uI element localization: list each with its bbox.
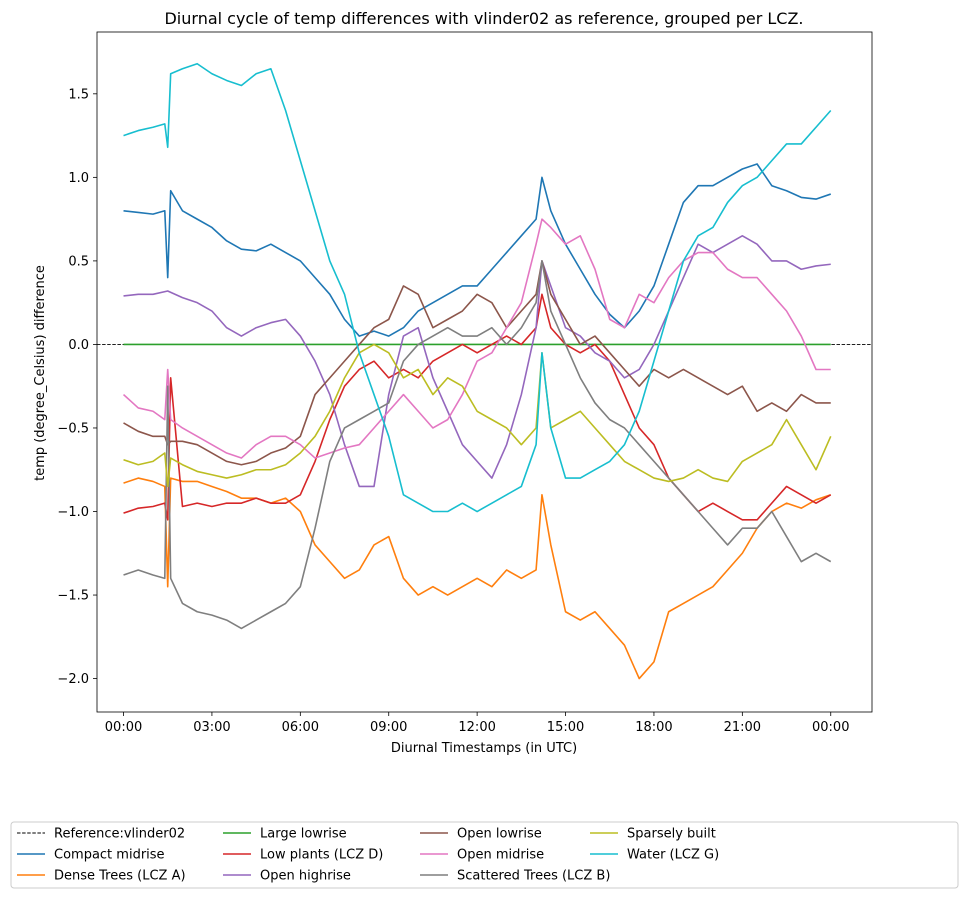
y-tick-label: −1.0 xyxy=(57,505,89,520)
x-tick-label: 03:00 xyxy=(193,720,230,735)
series-line-scattered-trees-lcz-b xyxy=(123,260,832,630)
legend-item-sparsely-built: Sparsely built xyxy=(590,827,716,842)
legend-item-open-lowrise: Open lowrise xyxy=(420,827,542,842)
x-tick-label: 12:00 xyxy=(458,720,495,735)
x-tick-label: 00:00 xyxy=(105,720,142,735)
series-line-open-lowrise xyxy=(123,260,831,466)
legend-item-large-lowrise: Large lowrise xyxy=(223,827,347,842)
axes: 00:00 03:00 06:00 09:00 12:00 15:00 18:00 21:00… xyxy=(57,31,873,735)
x-tick-label: 09:00 xyxy=(370,720,407,735)
legend: Reference:vlinder02 Compact midrise Dense … xyxy=(10,821,959,889)
series-line-open-midrise xyxy=(122,218,831,459)
series-line-dense-trees-lcz-a xyxy=(123,477,832,680)
series-line-low-plants-lcz-d xyxy=(123,293,832,521)
chart-title: Diurnal cycle of temp differences with v… xyxy=(164,9,803,28)
legend-item-open-midrise: Open midrise xyxy=(420,848,544,863)
legend-box xyxy=(10,821,959,889)
legend-item-reference-vlinder02: Reference:vlinder02 xyxy=(17,827,185,842)
x-tick-label: 06:00 xyxy=(282,720,319,735)
y-axis-label: temp (degree_Celsius) difference xyxy=(33,265,48,481)
x-tick-label: 18:00 xyxy=(635,720,672,735)
legend-label: Compact midrise xyxy=(54,848,165,863)
legend-label: Large lowrise xyxy=(260,827,347,842)
series-line-water-lcz-g xyxy=(123,62,832,513)
plot-frame xyxy=(96,31,873,713)
legend-label: Scattered Trees (LCZ B) xyxy=(457,869,610,884)
legend-item-open-highrise: Open highrise xyxy=(223,869,351,884)
legend-label: Open lowrise xyxy=(457,827,542,842)
legend-label: Sparsely built xyxy=(627,827,716,842)
plot-area xyxy=(97,62,872,680)
series-line-open-highrise xyxy=(123,235,831,488)
y-tick-label: −1.5 xyxy=(57,589,89,604)
legend-item-low-plants-lcz-d: Low plants (LCZ D) xyxy=(223,848,383,863)
legend-label: Water (LCZ G) xyxy=(627,848,719,863)
x-axis-label: Diurnal Timestamps (in UTC) xyxy=(391,741,577,756)
y-tick-label: 0.5 xyxy=(68,254,89,269)
series-line-compact-midrise xyxy=(123,163,832,337)
x-tick-label: 00:00 xyxy=(812,720,849,735)
legend-label: Open midrise xyxy=(457,848,544,863)
legend-item-water-lcz-g: Water (LCZ G) xyxy=(590,848,719,863)
y-tick-label: 0.0 xyxy=(68,338,89,353)
legend-label: Reference:vlinder02 xyxy=(54,827,185,842)
legend-label: Dense Trees (LCZ A) xyxy=(54,869,186,884)
y-tick-label: 1.5 xyxy=(68,87,89,102)
y-tick-label: −2.0 xyxy=(57,672,89,687)
legend-item-scattered-trees-lcz-b: Scattered Trees (LCZ B) xyxy=(420,869,610,884)
legend-item-dense-trees-lcz-a: Dense Trees (LCZ A) xyxy=(17,869,186,884)
legend-label: Open highrise xyxy=(260,869,351,884)
legend-item-compact-midrise: Compact midrise xyxy=(17,848,165,863)
series-line-sparsely-built xyxy=(123,343,832,488)
x-tick-label: 21:00 xyxy=(724,720,761,735)
y-tick-label: 1.0 xyxy=(68,171,89,186)
y-tick-label: −0.5 xyxy=(57,421,89,436)
x-tick-label: 15:00 xyxy=(547,720,584,735)
legend-label: Low plants (LCZ D) xyxy=(260,848,383,863)
